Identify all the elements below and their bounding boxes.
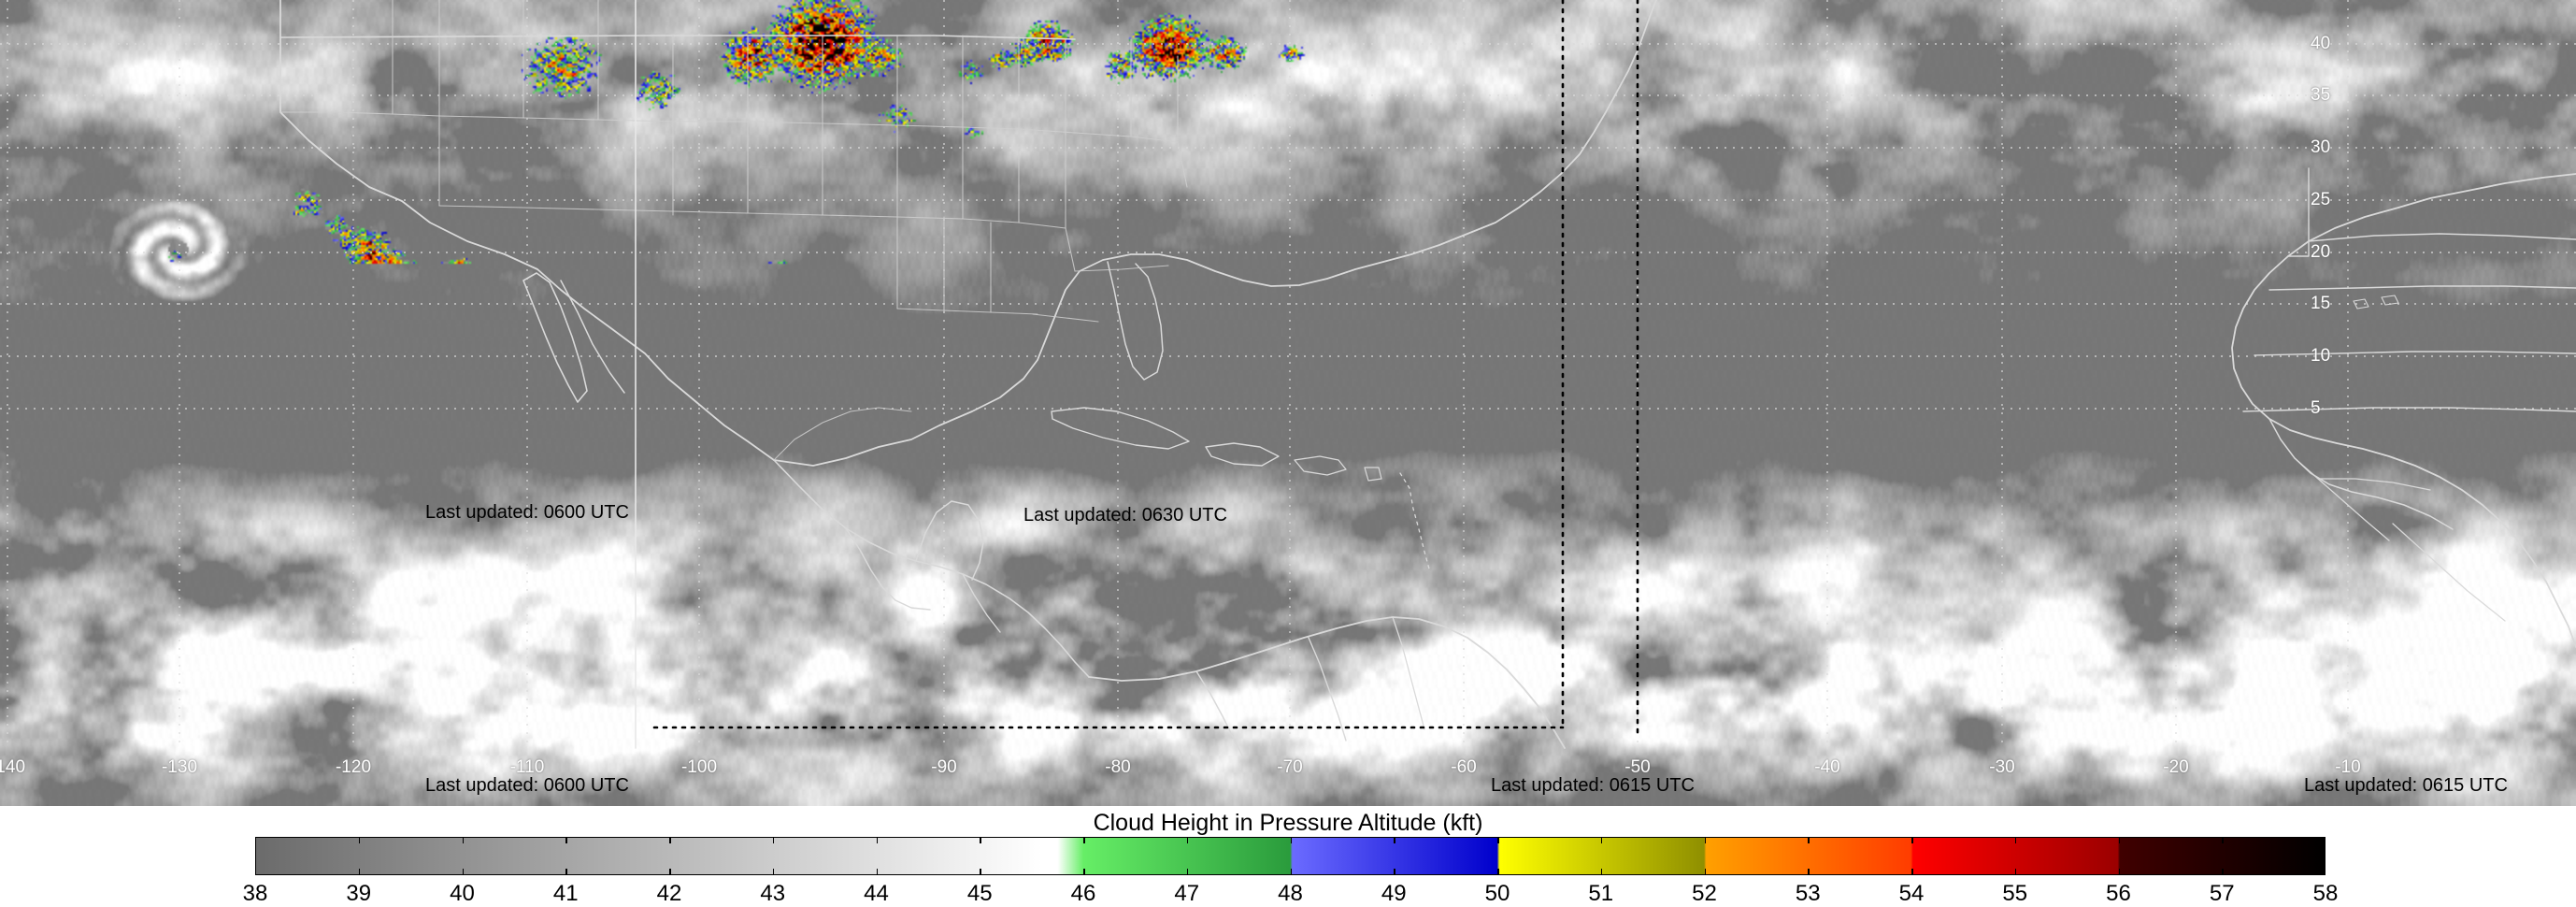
colorbar-tick-label: 55 bbox=[2002, 881, 2028, 906]
colorbar-tick bbox=[2222, 837, 2224, 843]
colorbar-tick bbox=[1290, 837, 1292, 843]
colorbar-tick bbox=[980, 869, 981, 875]
colorbar-tick bbox=[669, 869, 671, 875]
colorbar-tick bbox=[1704, 837, 1706, 843]
colorbar-tick-label: 53 bbox=[1795, 881, 1821, 906]
satellite-map-panel[interactable]: -140-130-120-110-100-90-80-70-60-50-40-3… bbox=[0, 0, 2576, 806]
colorbar-tick bbox=[358, 869, 361, 875]
colorbar-tick bbox=[669, 837, 671, 843]
colorbar-tick-label: 42 bbox=[656, 881, 682, 906]
colorbar-tick bbox=[1186, 837, 1189, 843]
colorbar-tick-label: 50 bbox=[1484, 881, 1510, 906]
colorbar-tick-label: 47 bbox=[1174, 881, 1200, 906]
colorbar-tick bbox=[1186, 869, 1189, 875]
colorbar-tick bbox=[2014, 869, 2017, 875]
colorbar-tick bbox=[2118, 837, 2120, 843]
colorbar-tick bbox=[1704, 869, 1706, 875]
colorbar-tick bbox=[462, 837, 464, 843]
colorbar-tick-label: 56 bbox=[2106, 881, 2131, 906]
colorbar-tick-label: 49 bbox=[1381, 881, 1407, 906]
colorbar-tick-label: 54 bbox=[1898, 881, 1925, 906]
colorbar-tick bbox=[565, 869, 567, 875]
graticule bbox=[0, 0, 2576, 748]
colorbar-tick bbox=[358, 837, 361, 843]
colorbar-tick bbox=[772, 837, 775, 843]
colorbar-tick bbox=[1911, 837, 1913, 843]
colorbar-tick bbox=[2222, 869, 2224, 875]
colorbar-tick-label: 38 bbox=[242, 881, 268, 906]
colorbar-tick bbox=[1911, 869, 1913, 875]
colorbar-tick bbox=[980, 837, 981, 843]
colorbar-title: Cloud Height in Pressure Altitude (kft) bbox=[1093, 810, 1483, 836]
colorbar-tick-label: 44 bbox=[864, 881, 889, 906]
colorbar-tick bbox=[462, 869, 464, 875]
colorbar-tick-label: 43 bbox=[760, 881, 786, 906]
colorbar-tick bbox=[1808, 837, 1810, 843]
colorbar-tick bbox=[1600, 837, 1603, 843]
colorbar-tick-label: 45 bbox=[966, 881, 993, 906]
colorbar-tick-label: 48 bbox=[1278, 881, 1303, 906]
colorbar-tick bbox=[1497, 837, 1499, 843]
coastlines bbox=[279, 0, 2576, 758]
colorbar-tick-label: 39 bbox=[346, 881, 372, 906]
colorbar-tick bbox=[1083, 837, 1085, 843]
colorbar-tick bbox=[1600, 869, 1603, 875]
colorbar-tick-label: 46 bbox=[1070, 881, 1096, 906]
colorbar-tick bbox=[1808, 869, 1810, 875]
colorbar-tick bbox=[1083, 869, 1085, 875]
colorbar-tick bbox=[1394, 837, 1395, 843]
sector-boundaries bbox=[635, 0, 1639, 749]
colorbar-tick-label: 41 bbox=[552, 881, 579, 906]
colorbar-tick bbox=[1290, 869, 1292, 875]
colorbar-gradient bbox=[256, 838, 2325, 874]
satellite-cloud-imagery bbox=[0, 0, 2576, 806]
colorbar-tick bbox=[565, 837, 567, 843]
colorbar-tick-label: 52 bbox=[1692, 881, 1717, 906]
colorbar-tick bbox=[876, 869, 878, 875]
colorbar-tick bbox=[1394, 869, 1395, 875]
colorbar-tick bbox=[876, 837, 878, 843]
colorbar-tick-label: 57 bbox=[2209, 881, 2235, 906]
map-vector-overlay bbox=[0, 0, 2576, 758]
colorbar-tick bbox=[1497, 869, 1499, 875]
colorbar-tick-label: 40 bbox=[450, 881, 475, 906]
colorbar-panel: Cloud Height in Pressure Altitude (kft) … bbox=[0, 806, 2576, 906]
colorbar-tick-label: 58 bbox=[2312, 881, 2339, 906]
colorbar-tick-label: 51 bbox=[1588, 881, 1614, 906]
colorbar-tick bbox=[2118, 869, 2120, 875]
colorbar-tick bbox=[2014, 837, 2017, 843]
colorbar-tick bbox=[772, 869, 775, 875]
